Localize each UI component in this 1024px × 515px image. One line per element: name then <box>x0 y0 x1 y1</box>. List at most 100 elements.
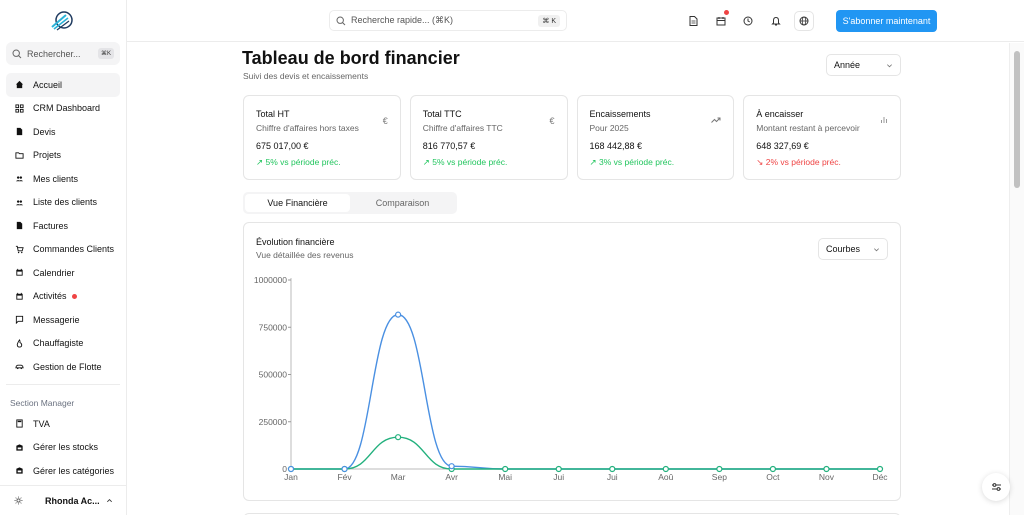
sidebar-item-label: Factures <box>33 220 69 231</box>
search-icon <box>12 48 22 58</box>
period-select[interactable]: Année <box>826 54 901 76</box>
chart-subtitle: Vue détaillée des revenus <box>256 250 354 260</box>
sidebar-item-gestion-flotte[interactable]: Gestion de Flotte <box>6 355 120 379</box>
sidebar-item-commandes-clients[interactable]: Commandes Clients <box>6 238 120 262</box>
card-value: 816 770,57 € <box>422 141 476 151</box>
bell-icon <box>771 16 781 26</box>
sidebar-item-gerer-categories[interactable]: Gérer les catégories <box>6 459 120 483</box>
main-content: Tableau de bord financier Suivi des devi… <box>127 43 1009 515</box>
sidebar-item-label: Commandes Clients <box>33 244 115 255</box>
kpi-card-total-ttc: Total TTC Chiffre d'affaires TTC 816 770… <box>409 95 568 180</box>
sidebar-item-activites[interactable]: Activités <box>6 285 120 309</box>
sidebar-item-tva[interactable]: TVA <box>6 412 120 436</box>
cart-icon <box>15 245 24 253</box>
shortcut-badge: ⌘K <box>97 48 114 59</box>
sidebar-item-label: Calendrier <box>33 267 75 278</box>
data-point[interactable] <box>876 465 884 473</box>
sidebar-item-devis[interactable]: Devis <box>6 120 120 144</box>
x-tick-label: Mai <box>498 472 512 482</box>
x-tick-label: Jui <box>607 472 618 482</box>
sidebar-item-label: Gérer les stocks <box>33 442 99 453</box>
data-point[interactable] <box>448 463 455 470</box>
kpi-card-total-ht: Total HT Chiffre d'affaires hors taxes 6… <box>243 95 401 180</box>
sidebar-item-label: Accueil <box>33 79 63 90</box>
scrollbar-thumb[interactable] <box>1014 51 1020 188</box>
sidebar-item-label: Mes clients <box>33 173 79 184</box>
sidebar-item-messagerie[interactable]: Messagerie <box>6 308 120 332</box>
x-tick-label: Aoû <box>658 472 673 482</box>
chart-type-select[interactable]: Courbes <box>818 238 888 260</box>
sidebar-item-gerer-stocks[interactable]: Gérer les stocks <box>6 436 120 460</box>
documents-button[interactable] <box>683 11 703 31</box>
sidebar-item-label: Devis <box>33 126 56 137</box>
card-title: Total TTC <box>422 109 462 119</box>
data-point[interactable] <box>341 465 348 473</box>
data-point[interactable] <box>394 434 402 441</box>
data-point[interactable] <box>716 465 723 473</box>
card-subtitle: Montant restant à percevoir <box>756 123 860 133</box>
tab-vue-financiere[interactable]: Vue Financière <box>245 194 350 212</box>
sidebar-item-label: Gestion de Flotte <box>33 361 102 372</box>
quick-search-input[interactable]: Recherche rapide... (⌘K) ⌘ K <box>329 10 567 31</box>
card-value: 168 442,88 € <box>589 141 643 151</box>
sidebar-item-factures[interactable]: Factures <box>6 214 120 238</box>
calendar-button[interactable] <box>711 9 731 31</box>
bar-chart-icon <box>881 117 887 123</box>
y-tick-label: 500000 <box>259 370 288 380</box>
section-label: Section Manager <box>10 398 75 408</box>
x-tick-label: Sep <box>712 472 727 482</box>
document-icon <box>689 16 697 26</box>
notification-dot <box>71 293 77 299</box>
data-point[interactable] <box>555 465 562 473</box>
period-value: Année <box>834 60 861 70</box>
sidebar-item-chauffagiste[interactable]: Chauffagiste <box>6 332 120 356</box>
sidebar-item-calendrier[interactable]: Calendrier <box>6 261 120 285</box>
view-tabs: Vue Financière Comparaison <box>243 192 457 214</box>
card-subtitle: Chiffre d'affaires hors taxes <box>256 123 359 133</box>
sidebar-item-label: Liste des clients <box>33 197 98 208</box>
card-title: À encaisser <box>756 109 804 119</box>
y-tick-label: 750000 <box>259 322 288 332</box>
y-tick-label: 0 <box>282 464 287 474</box>
x-tick-label: Nov <box>819 472 835 482</box>
scrollbar[interactable] <box>1009 43 1024 515</box>
tab-comparaison[interactable]: Comparaison <box>375 198 430 208</box>
data-point[interactable] <box>662 465 669 473</box>
data-point[interactable] <box>823 465 830 473</box>
notifications-button[interactable] <box>766 11 786 31</box>
calendar-icon <box>716 17 726 26</box>
data-point[interactable] <box>394 311 402 318</box>
x-tick-label: Jan <box>284 472 298 482</box>
data-point[interactable] <box>287 465 295 473</box>
subscribe-button[interactable]: S'abonner maintenant <box>836 10 937 32</box>
page-title: Tableau de bord financier <box>242 48 460 68</box>
sidebar-item-projets[interactable]: Projets <box>6 144 120 168</box>
grid-icon <box>15 104 24 113</box>
sidebar-item-crm-dashboard[interactable]: CRM Dashboard <box>6 97 120 121</box>
line-chart: 0 250000 500000 750000 1000000 Jan Fév Mar Avr Ma… <box>254 275 888 482</box>
calculator-icon <box>16 419 23 428</box>
x-tick-label: Avr <box>445 472 458 482</box>
chevron-up-icon <box>106 499 112 503</box>
chevron-down-icon <box>874 247 879 251</box>
sidebar-item-accueil[interactable]: Accueil <box>6 73 120 97</box>
user-menu[interactable]: Rhonda Ac... <box>0 485 126 515</box>
x-tick-label: Jui <box>553 472 564 482</box>
sidebar-item-label: Activités <box>33 291 67 302</box>
data-point[interactable] <box>609 465 616 473</box>
data-point[interactable] <box>769 465 777 473</box>
settings-fab[interactable] <box>982 473 1010 501</box>
car-icon <box>15 364 24 370</box>
message-icon <box>15 316 24 325</box>
sidebar-search-input[interactable]: Rechercher... ⌘K <box>6 42 120 65</box>
chart-title: Évolution financière <box>256 237 335 247</box>
globe-icon <box>799 16 809 26</box>
notification-badge <box>723 9 730 16</box>
clock-icon <box>743 16 753 26</box>
history-button[interactable] <box>738 11 758 31</box>
data-point[interactable] <box>502 465 509 473</box>
sun-icon[interactable] <box>14 496 23 505</box>
sidebar-item-liste-clients[interactable]: Liste des clients <box>6 191 120 215</box>
language-button[interactable] <box>794 11 814 31</box>
sidebar-item-mes-clients[interactable]: Mes clients <box>6 167 120 191</box>
